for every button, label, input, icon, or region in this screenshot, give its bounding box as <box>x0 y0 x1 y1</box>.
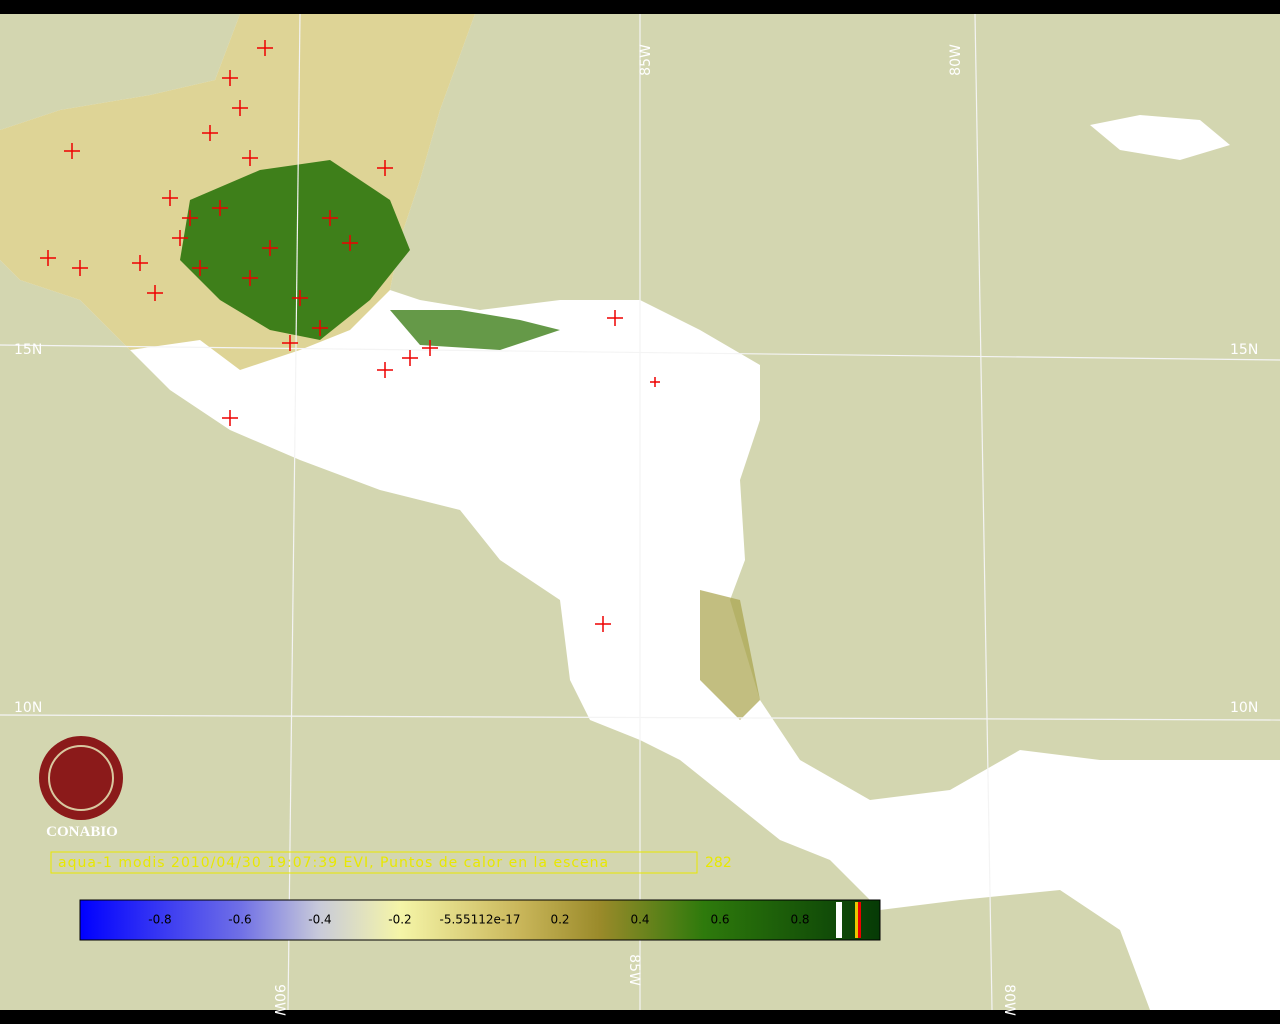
colorbar-marker <box>855 902 858 938</box>
forest <box>180 160 410 340</box>
forest <box>390 310 560 350</box>
colorbar-marker <box>858 902 861 938</box>
colorbar-tick-label: -0.6 <box>228 913 251 927</box>
latitude-label: 15N <box>14 342 42 358</box>
colorbar-tick-label: 0.2 <box>550 913 569 927</box>
logo-text: CONABIO <box>46 824 118 840</box>
caption: aqua-1 modis 2010/04/30 19:07:39 EVI, Pu… <box>58 855 609 871</box>
colorbar-tick-label: 0.4 <box>630 913 649 927</box>
colorbar-tick-label: -0.8 <box>148 913 171 927</box>
colorbar-tick-label: -0.4 <box>308 913 331 927</box>
top-bar <box>0 0 1280 14</box>
graticule <box>0 13 1280 1011</box>
colorbar <box>79 899 881 941</box>
latitude-label: 15N <box>1230 342 1258 358</box>
longitude-label: 85W <box>626 954 642 986</box>
longitude-label: 90W <box>271 984 287 1016</box>
latitude-label: 10N <box>1230 700 1258 716</box>
colorbar-tick-label: 0.8 <box>790 913 809 927</box>
bottom-bar <box>0 1010 1280 1024</box>
colorbar-marker <box>836 902 842 938</box>
forest <box>700 590 760 720</box>
logo-emblem <box>48 745 114 811</box>
colorbar-tick-label: 0.6 <box>710 913 729 927</box>
longitude-label: 80W <box>948 44 964 76</box>
colorbar-tick-label: -0.2 <box>388 913 411 927</box>
longitude-label: 80W <box>1001 984 1017 1016</box>
hotspots <box>40 40 660 632</box>
colorbar-tick-label: -5.55112e-17 <box>440 913 521 927</box>
longitude-label: 85W <box>638 44 654 76</box>
island <box>1090 115 1230 160</box>
caption-box <box>50 851 698 874</box>
hotspot-count: 282 <box>705 855 732 871</box>
logo-emblem <box>39 736 123 820</box>
latitude-label: 10N <box>14 700 42 716</box>
